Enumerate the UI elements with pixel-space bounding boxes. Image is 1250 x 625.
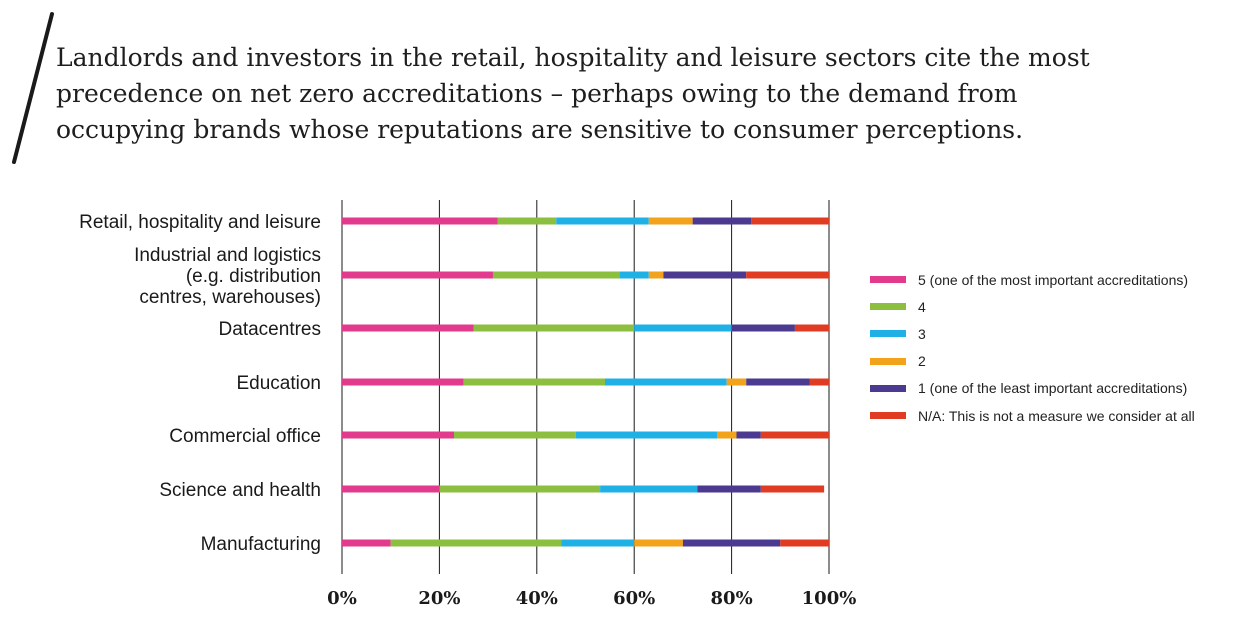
bar-segment-2-5 — [663, 271, 747, 279]
bar-segment-3-2 — [473, 324, 635, 332]
legend-swatch — [870, 412, 906, 420]
x-tick-label: 40% — [516, 588, 558, 609]
bar-segment-2-3 — [619, 271, 649, 279]
legend-swatch — [870, 276, 906, 284]
bar-segment-5-2 — [454, 431, 576, 439]
legend-label: 4 — [918, 298, 926, 315]
legend: 5 (one of the most important accreditati… — [870, 266, 1240, 429]
legend-swatch — [870, 330, 906, 338]
bar-segment-7-4 — [634, 539, 683, 547]
bar-segment-2-4 — [648, 271, 664, 279]
legend-item: 2 — [870, 348, 1240, 375]
bar-segment-5-4 — [716, 431, 737, 439]
bar-segment-7-1 — [342, 539, 391, 547]
x-tick-label: 0% — [327, 588, 357, 609]
bar-segment-7-6 — [780, 539, 829, 547]
category-label: Science and health — [159, 480, 321, 501]
bar-segment-5-3 — [575, 431, 717, 439]
legend-item: N/A: This is not a measure we consider a… — [870, 402, 1240, 429]
bars — [342, 217, 829, 547]
x-tick-label: 60% — [613, 588, 655, 609]
bar-segment-1-6 — [751, 217, 829, 225]
bar-segment-6-3 — [600, 485, 698, 493]
legend-label: 5 (one of the most important accreditati… — [918, 271, 1189, 288]
bar-segment-4-1 — [342, 378, 464, 386]
legend-item: 5 (one of the most important accreditati… — [870, 266, 1240, 293]
bar-segment-6-6 — [760, 485, 825, 493]
legend-swatch — [870, 357, 906, 365]
legend-item: 1 (one of the least important accreditat… — [870, 375, 1240, 402]
bar-segment-3-6 — [794, 324, 829, 332]
category-label: Commercial office — [169, 426, 321, 447]
bar-segment-4-6 — [809, 378, 829, 386]
headline-slash-mark — [12, 12, 54, 164]
category-labels: Retail, hospitality and leisure Industria… — [79, 212, 321, 555]
bar-segment-5-6 — [760, 431, 829, 439]
bar-segment-3-1 — [342, 324, 474, 332]
bar-segment-1-1 — [342, 217, 498, 225]
bar-segment-6-1 — [342, 485, 440, 493]
bar-segment-6-5 — [697, 485, 761, 493]
bar-segment-3-5 — [731, 324, 795, 332]
bar-segment-2-2 — [492, 271, 620, 279]
bar-segment-2-6 — [746, 271, 829, 279]
bar-segment-2-1 — [342, 271, 493, 279]
category-label: Retail, hospitality and leisure — [79, 212, 321, 233]
bar-segment-1-2 — [497, 217, 557, 225]
x-axis-ticks: 0% 20% 40% 60% 80% 100% — [327, 588, 856, 609]
headline: Landlords and investors in the retail, h… — [56, 43, 1090, 144]
bar-segment-1-3 — [556, 217, 649, 225]
bar-segment-4-2 — [463, 378, 605, 386]
x-tick-label: 100% — [802, 588, 857, 609]
category-label: Industrial and logistics (e.g. distributi… — [134, 245, 321, 308]
bar-segment-7-3 — [561, 539, 635, 547]
bar-segment-7-2 — [390, 539, 562, 547]
category-label: Education — [236, 373, 321, 394]
bar-segment-4-4 — [726, 378, 747, 386]
bar-segment-1-5 — [692, 217, 752, 225]
x-tick-label: 20% — [418, 588, 460, 609]
gridlines — [341, 200, 830, 574]
legend-item: 3 — [870, 320, 1240, 347]
bar-segment-6-2 — [439, 485, 601, 493]
bar-segment-3-3 — [634, 324, 732, 332]
legend-swatch — [870, 303, 906, 311]
legend-item: 4 — [870, 293, 1240, 320]
legend-swatch — [870, 384, 906, 392]
bar-segment-5-1 — [342, 431, 455, 439]
legend-label: N/A: This is not a measure we consider a… — [918, 407, 1195, 424]
bar-segment-4-5 — [746, 378, 810, 386]
category-label: Manufacturing — [201, 534, 321, 555]
bar-segment-1-4 — [648, 217, 693, 225]
category-label: Datacentres — [219, 319, 321, 340]
legend-label: 1 (one of the least important accreditat… — [918, 380, 1188, 397]
legend-label: 3 — [918, 325, 926, 342]
bar-segment-5-5 — [736, 431, 761, 439]
bar-segment-4-3 — [604, 378, 727, 386]
legend-label: 2 — [918, 353, 926, 370]
x-tick-label: 80% — [711, 588, 753, 609]
bar-segment-7-5 — [682, 539, 781, 547]
